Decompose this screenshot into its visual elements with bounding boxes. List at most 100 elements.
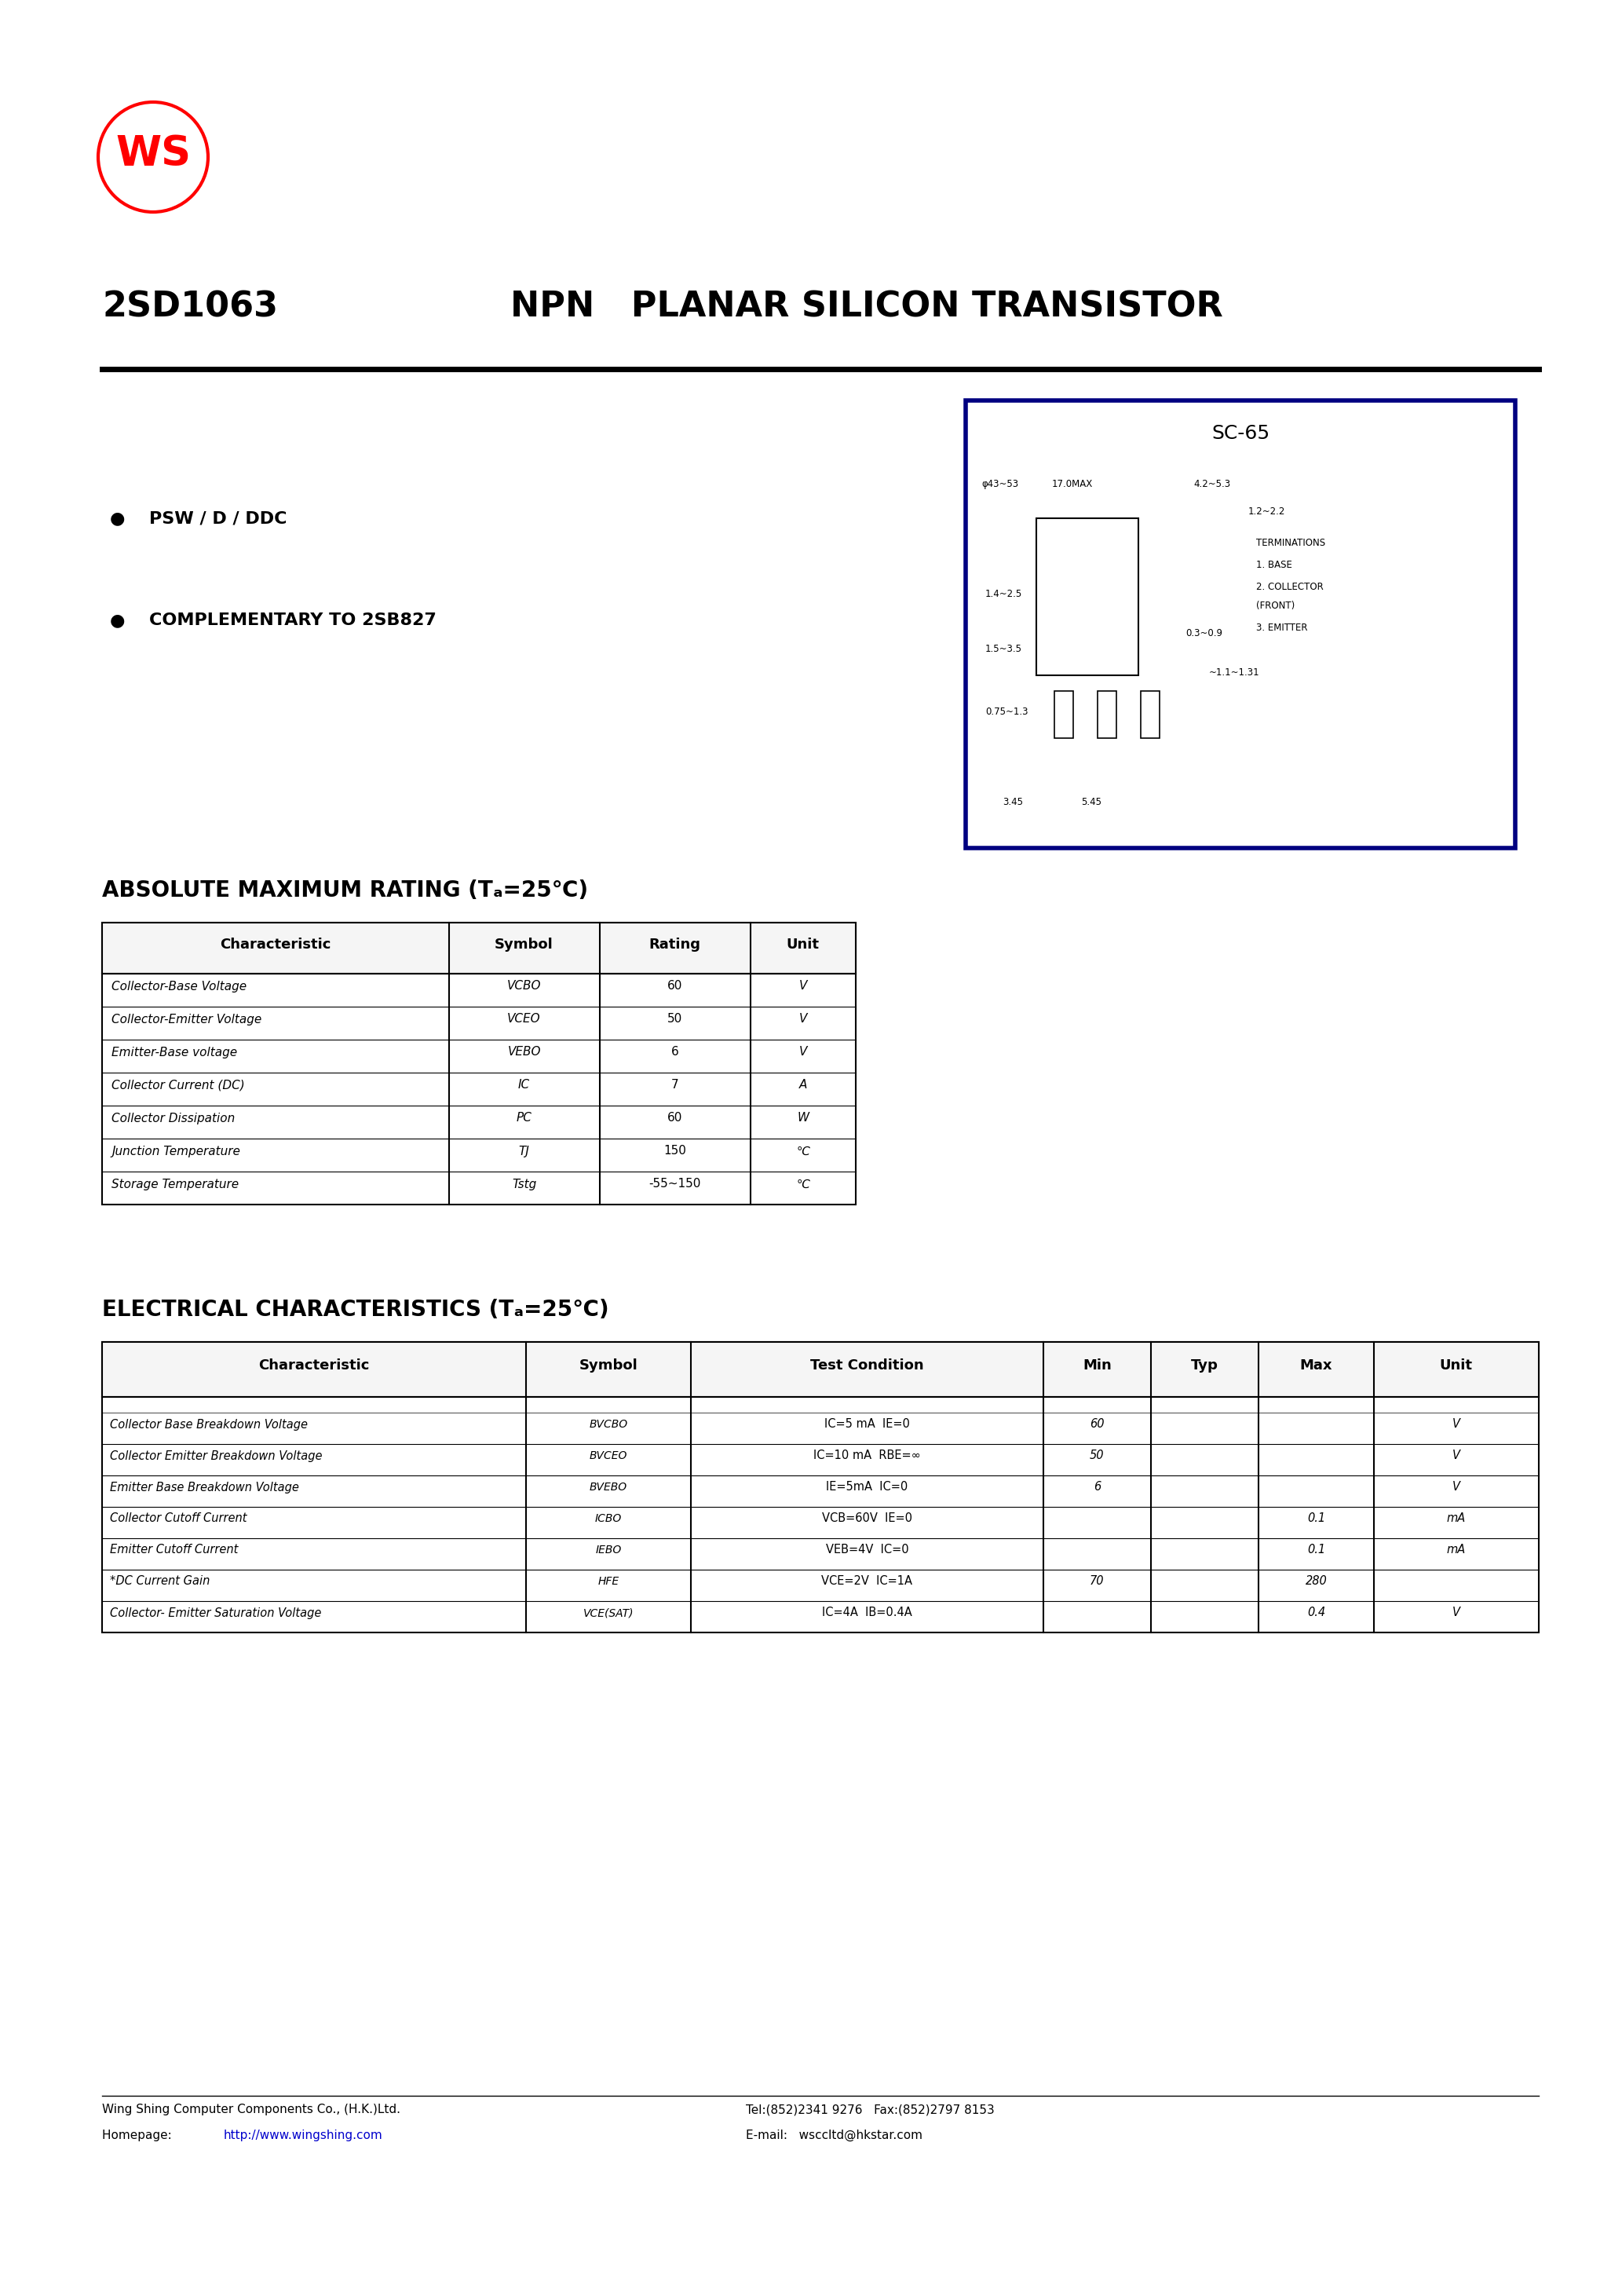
Text: VCE=2V  IC=1A: VCE=2V IC=1A (822, 1575, 913, 1587)
Text: Storage Temperature: Storage Temperature (112, 1178, 238, 1189)
Text: HFE: HFE (599, 1575, 620, 1587)
Text: 1.2~2.2: 1.2~2.2 (1249, 507, 1286, 517)
Text: -55~150: -55~150 (649, 1178, 701, 1189)
Text: 60: 60 (1090, 1419, 1105, 1430)
Text: 50: 50 (667, 1013, 683, 1024)
Text: Symbol: Symbol (495, 937, 553, 951)
Text: Collector Dissipation: Collector Dissipation (112, 1111, 235, 1125)
Text: Collector- Emitter Saturation Voltage: Collector- Emitter Saturation Voltage (110, 1607, 321, 1619)
Text: TERMINATIONS: TERMINATIONS (1255, 537, 1325, 549)
Text: 0.1: 0.1 (1307, 1513, 1325, 1525)
Text: Test Condition: Test Condition (811, 1359, 925, 1373)
Text: 7: 7 (672, 1079, 678, 1091)
Text: NPN   PLANAR SILICON TRANSISTOR: NPN PLANAR SILICON TRANSISTOR (511, 292, 1223, 324)
Text: BVCEO: BVCEO (589, 1451, 628, 1460)
Text: V: V (800, 980, 808, 992)
Text: BVEBO: BVEBO (590, 1481, 628, 1492)
Text: Emitter-Base voltage: Emitter-Base voltage (112, 1047, 237, 1058)
Text: Junction Temperature: Junction Temperature (112, 1146, 240, 1157)
Text: 6: 6 (1093, 1481, 1101, 1492)
Text: Homepage:: Homepage: (102, 2128, 175, 2142)
Text: φ43~53: φ43~53 (981, 480, 1019, 489)
Text: *DC Current Gain: *DC Current Gain (110, 1575, 209, 1587)
Text: Symbol: Symbol (579, 1359, 637, 1373)
Text: IE=5mA  IC=0: IE=5mA IC=0 (826, 1481, 908, 1492)
Text: V: V (1452, 1449, 1460, 1463)
Text: W: W (796, 1111, 809, 1125)
Text: 0.3~0.9: 0.3~0.9 (1186, 629, 1223, 638)
Text: 1.5~3.5: 1.5~3.5 (985, 643, 1022, 654)
Text: E-mail:   wsccltd@hkstar.com: E-mail: wsccltd@hkstar.com (746, 2128, 923, 2142)
Text: 3. EMITTER: 3. EMITTER (1255, 622, 1307, 634)
Bar (102, 923, 856, 974)
Circle shape (1049, 751, 1079, 781)
Text: ●: ● (110, 510, 125, 526)
Text: IC=10 mA  RBE=∞: IC=10 mA RBE=∞ (814, 1449, 921, 1463)
Text: Rating: Rating (649, 937, 701, 951)
Text: Typ: Typ (1191, 1359, 1218, 1373)
Text: Tel:(852)2341 9276   Fax:(852)2797 8153: Tel:(852)2341 9276 Fax:(852)2797 8153 (746, 2103, 994, 2115)
Text: 0.4: 0.4 (1307, 1607, 1325, 1619)
Text: 50: 50 (1090, 1449, 1105, 1463)
Text: A: A (800, 1079, 808, 1091)
Text: Collector Emitter Breakdown Voltage: Collector Emitter Breakdown Voltage (110, 1449, 323, 1463)
Text: ~1.1~1.31: ~1.1~1.31 (1208, 668, 1260, 677)
Bar (102, 1341, 1539, 1632)
Text: VCBO: VCBO (508, 980, 542, 992)
Bar (1140, 691, 1160, 737)
Text: WS: WS (115, 133, 191, 174)
Text: Characteristic: Characteristic (258, 1359, 370, 1373)
Text: Emitter Base Breakdown Voltage: Emitter Base Breakdown Voltage (110, 1481, 298, 1492)
Text: TJ: TJ (519, 1146, 529, 1157)
Text: VCE(SAT): VCE(SAT) (584, 1607, 634, 1619)
Circle shape (1093, 751, 1121, 781)
Text: Emitter Cutoff Current: Emitter Cutoff Current (110, 1545, 238, 1557)
Text: V: V (800, 1013, 808, 1024)
Text: V: V (1452, 1481, 1460, 1492)
Bar (1036, 519, 1139, 675)
Text: BVCBO: BVCBO (589, 1419, 628, 1430)
Text: VEBO: VEBO (508, 1047, 540, 1058)
Text: Unit: Unit (1440, 1359, 1473, 1373)
Text: V: V (1452, 1419, 1460, 1430)
Text: ICBO: ICBO (595, 1513, 621, 1525)
Text: PSW / D / DDC: PSW / D / DDC (149, 510, 287, 526)
Text: 60: 60 (667, 980, 683, 992)
Text: PC: PC (516, 1111, 532, 1125)
Text: 3.45: 3.45 (1002, 797, 1023, 808)
Text: ●: ● (110, 613, 125, 629)
Bar (965, 400, 1515, 847)
Bar (102, 923, 856, 1205)
Text: IC=5 mA  IE=0: IC=5 mA IE=0 (824, 1419, 910, 1430)
Text: mA: mA (1447, 1513, 1466, 1525)
Text: COMPLEMENTARY TO 2SB827: COMPLEMENTARY TO 2SB827 (149, 613, 436, 629)
Bar (102, 1341, 1539, 1396)
Text: ELECTRICAL CHARACTERISTICS (Tₐ=25℃): ELECTRICAL CHARACTERISTICS (Tₐ=25℃) (102, 1300, 608, 1320)
Text: 4.2~5.3: 4.2~5.3 (1194, 480, 1231, 489)
Text: VCEO: VCEO (508, 1013, 540, 1024)
Text: 2. COLLECTOR: 2. COLLECTOR (1255, 581, 1324, 592)
Text: Characteristic: Characteristic (221, 937, 331, 951)
Text: 17.0MAX: 17.0MAX (1053, 480, 1093, 489)
Text: Unit: Unit (787, 937, 819, 951)
Text: Min: Min (1082, 1359, 1111, 1373)
Text: Collector Cutoff Current: Collector Cutoff Current (110, 1513, 247, 1525)
Text: Collector-Emitter Voltage: Collector-Emitter Voltage (112, 1013, 261, 1024)
Text: ℃: ℃ (796, 1146, 809, 1157)
Text: http://www.wingshing.com: http://www.wingshing.com (224, 2128, 383, 2142)
Text: Collector-Base Voltage: Collector-Base Voltage (112, 980, 247, 992)
Text: VEB=4V  IC=0: VEB=4V IC=0 (826, 1545, 908, 1557)
Text: IC=4A  IB=0.4A: IC=4A IB=0.4A (822, 1607, 912, 1619)
Text: V: V (800, 1047, 808, 1058)
Bar (1098, 691, 1116, 737)
Text: 2SD1063: 2SD1063 (102, 292, 277, 324)
Circle shape (1135, 751, 1165, 781)
Text: 1.4~2.5: 1.4~2.5 (985, 588, 1022, 599)
Text: 6: 6 (672, 1047, 678, 1058)
Text: 0.75~1.3: 0.75~1.3 (985, 707, 1028, 716)
Text: Collector Base Breakdown Voltage: Collector Base Breakdown Voltage (110, 1419, 308, 1430)
Text: Collector Current (DC): Collector Current (DC) (112, 1079, 245, 1091)
Text: mA: mA (1447, 1545, 1466, 1557)
Bar (1054, 691, 1074, 737)
Text: IC: IC (517, 1079, 530, 1091)
